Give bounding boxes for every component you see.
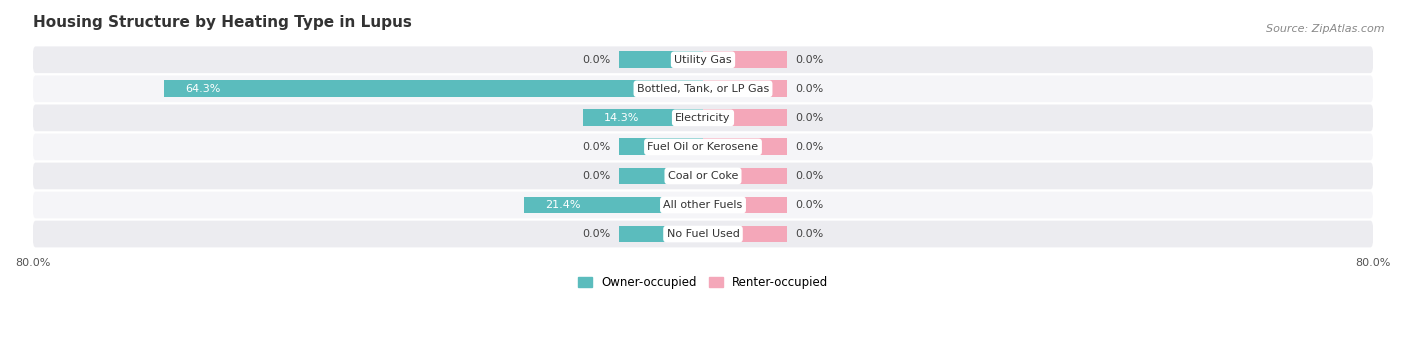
Text: 14.3%: 14.3% bbox=[605, 113, 640, 123]
Bar bbox=[619, 226, 703, 242]
Text: All other Fuels: All other Fuels bbox=[664, 200, 742, 210]
Bar bbox=[703, 226, 787, 242]
Bar bbox=[583, 109, 703, 126]
Text: 0.0%: 0.0% bbox=[796, 55, 824, 65]
FancyBboxPatch shape bbox=[32, 104, 1374, 131]
Text: 0.0%: 0.0% bbox=[796, 200, 824, 210]
Text: Coal or Coke: Coal or Coke bbox=[668, 171, 738, 181]
Text: No Fuel Used: No Fuel Used bbox=[666, 229, 740, 239]
Bar bbox=[619, 168, 703, 184]
Text: 0.0%: 0.0% bbox=[582, 55, 610, 65]
Bar bbox=[703, 51, 787, 68]
Text: 0.0%: 0.0% bbox=[582, 171, 610, 181]
Bar bbox=[619, 138, 703, 155]
Text: 0.0%: 0.0% bbox=[796, 171, 824, 181]
Text: 0.0%: 0.0% bbox=[796, 142, 824, 152]
FancyBboxPatch shape bbox=[32, 46, 1374, 73]
Text: Housing Structure by Heating Type in Lupus: Housing Structure by Heating Type in Lup… bbox=[32, 15, 412, 30]
Bar bbox=[165, 80, 703, 97]
Text: Electricity: Electricity bbox=[675, 113, 731, 123]
Bar bbox=[703, 168, 787, 184]
FancyBboxPatch shape bbox=[32, 163, 1374, 189]
FancyBboxPatch shape bbox=[32, 134, 1374, 160]
Bar bbox=[619, 51, 703, 68]
Bar bbox=[523, 197, 703, 214]
Text: 0.0%: 0.0% bbox=[582, 229, 610, 239]
Text: Fuel Oil or Kerosene: Fuel Oil or Kerosene bbox=[647, 142, 759, 152]
Text: Source: ZipAtlas.com: Source: ZipAtlas.com bbox=[1267, 24, 1385, 34]
FancyBboxPatch shape bbox=[32, 192, 1374, 218]
FancyBboxPatch shape bbox=[32, 221, 1374, 248]
Text: 21.4%: 21.4% bbox=[544, 200, 581, 210]
Text: 0.0%: 0.0% bbox=[796, 84, 824, 94]
FancyBboxPatch shape bbox=[32, 75, 1374, 102]
Text: 64.3%: 64.3% bbox=[186, 84, 221, 94]
Bar bbox=[703, 80, 787, 97]
Legend: Owner-occupied, Renter-occupied: Owner-occupied, Renter-occupied bbox=[572, 271, 834, 294]
Text: 0.0%: 0.0% bbox=[796, 113, 824, 123]
Bar bbox=[703, 138, 787, 155]
Bar bbox=[703, 197, 787, 214]
Text: Utility Gas: Utility Gas bbox=[675, 55, 731, 65]
Bar bbox=[703, 109, 787, 126]
Text: Bottled, Tank, or LP Gas: Bottled, Tank, or LP Gas bbox=[637, 84, 769, 94]
Text: 0.0%: 0.0% bbox=[796, 229, 824, 239]
Text: 0.0%: 0.0% bbox=[582, 142, 610, 152]
